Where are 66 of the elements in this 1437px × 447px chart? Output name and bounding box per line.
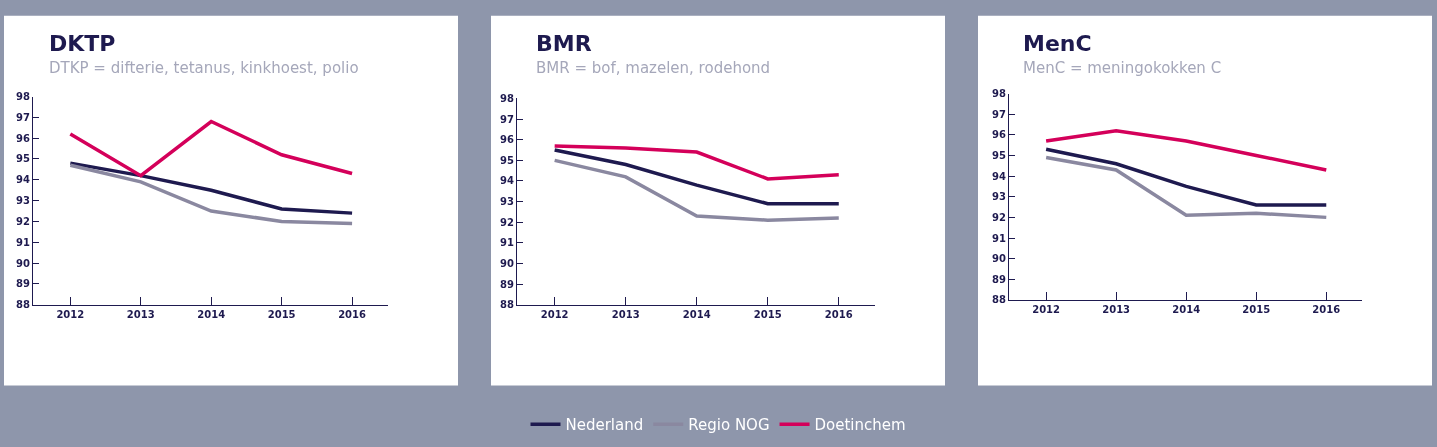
- x-tick-label: 2013: [611, 308, 640, 320]
- y-tick-label: 89: [16, 278, 31, 290]
- line-series: [1044, 128, 1329, 172]
- x-tick-label: 2015: [267, 308, 296, 320]
- y-tick-label: 98: [16, 91, 31, 102]
- x-tick-label: 2012: [540, 308, 569, 320]
- x-tick-label: 2014: [1172, 303, 1201, 315]
- chart-subtitle: BMR = bof, mazelen, rodehond: [536, 59, 771, 77]
- legend-label: Doetinchem: [814, 416, 906, 435]
- y-tick-label: 91: [16, 236, 31, 248]
- y-tick-label: 88: [992, 294, 1007, 306]
- legend-label: Regio NOG: [688, 416, 770, 435]
- x-tick-label: 2012: [1032, 303, 1061, 315]
- y-tick-label: 91: [500, 237, 515, 249]
- y-tick-label: 88: [500, 299, 515, 311]
- x-tick-label: 2013: [126, 308, 155, 320]
- y-tick-label: 90: [992, 253, 1007, 265]
- y-tick-label: 93: [992, 191, 1007, 203]
- y-tick-label: 94: [16, 174, 31, 186]
- y-tick-label: 97: [500, 113, 515, 125]
- line-series: [1044, 155, 1329, 220]
- chart-title: BMR: [536, 31, 592, 56]
- line-series: [552, 148, 841, 206]
- x-tick-label: 2013: [1102, 303, 1131, 315]
- y-tick-label: 91: [992, 232, 1007, 244]
- line-series: [1044, 147, 1329, 207]
- x-tick-label: 2015: [1242, 303, 1271, 315]
- y-tick-label: 94: [500, 175, 515, 187]
- x-tick-label: 2015: [753, 308, 782, 320]
- y-tick-label: 92: [992, 211, 1007, 223]
- x-tick-label: 2016: [824, 308, 853, 320]
- y-tick-label: 92: [500, 216, 515, 228]
- y-tick-label: 98: [500, 92, 515, 104]
- x-tick-label: 2016: [1312, 303, 1341, 315]
- x-tick-label: 2014: [197, 308, 226, 320]
- chart-subtitle: DTKP = difterie, tetanus, kinkhoest, polio: [49, 59, 359, 77]
- y-tick-label: 88: [16, 299, 31, 311]
- line-series: [552, 158, 841, 222]
- y-tick-label: 98: [992, 88, 1007, 100]
- chart-title: DKTP: [49, 31, 116, 56]
- y-tick-label: 90: [500, 258, 515, 269]
- x-tick-label: 2016: [338, 308, 367, 320]
- y-tick-label: 95: [16, 153, 31, 165]
- y-tick-label: 89: [992, 273, 1007, 285]
- legend-label: Nederland: [565, 416, 644, 435]
- y-tick-label: 96: [992, 129, 1007, 141]
- y-tick-label: 93: [16, 195, 31, 207]
- y-tick-label: 97: [992, 108, 1007, 120]
- x-tick-label: 2012: [56, 308, 85, 320]
- y-tick-label: 90: [16, 257, 31, 269]
- y-tick-label: 97: [16, 111, 31, 123]
- chart-title: MenC: [1023, 31, 1092, 56]
- y-tick-label: 94: [992, 170, 1007, 182]
- y-tick-label: 96: [500, 134, 515, 146]
- chart-subtitle: MenC = meningokokken C: [1023, 59, 1222, 77]
- y-tick-label: 93: [500, 196, 515, 208]
- y-tick-label: 96: [16, 132, 31, 144]
- line-series: [68, 161, 354, 215]
- line-series: [68, 119, 354, 178]
- x-tick-label: 2014: [682, 308, 711, 320]
- line-series: [552, 144, 841, 181]
- line-series: [68, 163, 354, 226]
- y-tick-label: 95: [500, 154, 515, 166]
- y-tick-label: 92: [16, 215, 31, 227]
- y-tick-label: 89: [500, 278, 515, 290]
- y-tick-label: 95: [992, 149, 1007, 161]
